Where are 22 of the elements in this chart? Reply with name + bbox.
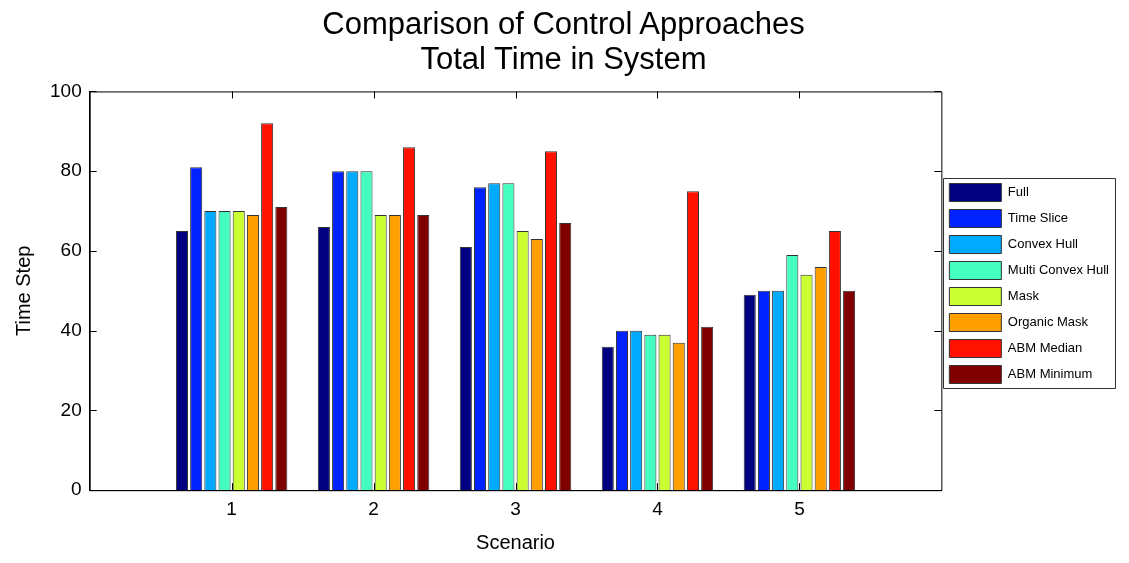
y-tick-label: 20 — [60, 398, 82, 420]
legend-label: Full — [1007, 184, 1029, 200]
legend-label: ABM Median — [1007, 340, 1083, 356]
y-tick-label: 80 — [60, 159, 82, 181]
y-tick-label: 40 — [60, 318, 82, 340]
x-tick-label: 3 — [510, 497, 521, 519]
legend-label: Multi Convex Hull — [1007, 262, 1110, 278]
legend-label: Mask — [1007, 288, 1040, 304]
x-tick-label: 4 — [652, 497, 664, 519]
chart-title: Comparison of Control Approaches Total Time in System — [322, 5, 805, 76]
x-axis-title: Scenario — [476, 530, 555, 553]
legend-label: Time Slice — [1007, 210, 1069, 226]
legend-label: ABM Minimum — [1007, 366, 1093, 382]
x-tick-label: 2 — [368, 497, 379, 519]
x-tick-label: 1 — [226, 497, 237, 519]
y-tick-label: 60 — [60, 239, 82, 261]
y-axis-title: Time Step — [11, 245, 34, 337]
y-tick-label: 100 — [50, 79, 82, 101]
legend-label: Organic Mask — [1007, 314, 1089, 330]
y-tick-label: 0 — [71, 478, 82, 500]
x-tick-label: 5 — [794, 497, 805, 519]
legend-label: Convex Hull — [1007, 236, 1079, 252]
